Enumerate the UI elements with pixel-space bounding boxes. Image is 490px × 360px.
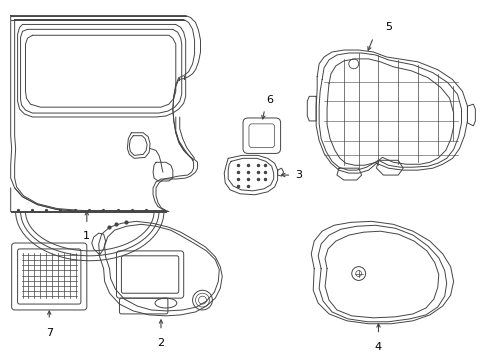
Text: 5: 5 — [385, 22, 392, 32]
Text: 6: 6 — [266, 95, 273, 105]
Text: 4: 4 — [375, 342, 382, 352]
Text: 1: 1 — [83, 231, 90, 241]
Text: 3: 3 — [295, 170, 302, 180]
Text: 2: 2 — [157, 338, 165, 347]
Text: 7: 7 — [46, 328, 53, 338]
